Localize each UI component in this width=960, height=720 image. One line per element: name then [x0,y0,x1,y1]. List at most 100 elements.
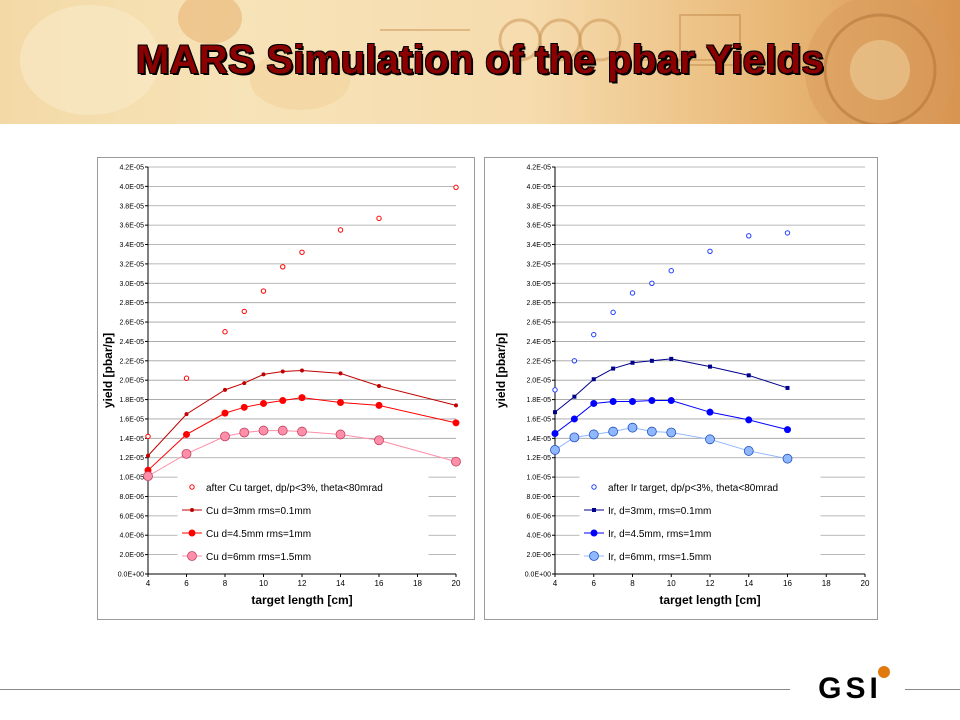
footer-divider [0,689,790,690]
data-point [222,329,228,335]
series-line [554,358,788,413]
legend-marker [187,551,197,561]
data-point [610,309,616,316]
data-point [746,233,752,239]
data-point [258,425,269,436]
data-point [260,399,267,407]
data-point [569,432,580,443]
y-tick-label: 4.0E-06 [526,533,551,540]
legend: after Ir target, dp/p<3%, theta<80mrad Ir… [579,475,821,569]
data-point [223,387,227,392]
data-point [590,399,598,407]
x-tick-label: 10 [259,579,268,588]
data-point [668,267,674,274]
y-tick-label: 3.6E-05 [526,223,551,230]
data-point [241,308,247,315]
y-tick-label: 1.6E-05 [119,416,144,423]
data-point [375,401,383,409]
y-tick-label: 1.6E-05 [526,416,551,423]
data-point [220,431,230,442]
data-point [451,456,461,467]
chart-ir-frame: 0.0E+00 2.0E-06 4.0E-06 6.0E-06 8.0E-06 1.0E-… [484,157,878,620]
data-point [570,415,578,423]
data-point [300,368,304,373]
data-point [240,403,248,411]
data-point [571,358,578,364]
x-tick-label: 10 [667,579,676,588]
data-point [611,366,616,371]
x-tick-label: 18 [413,579,422,588]
data-point [261,372,266,377]
data-point [784,426,791,434]
series-3 [550,422,793,464]
data-point [374,435,384,446]
data-point [648,397,656,405]
y-tick-label: 3.8E-05 [526,203,551,210]
x-tick-label: 18 [822,579,831,588]
series-3 [143,425,461,482]
legend-marker [188,529,196,537]
data-point [782,453,793,464]
data-point [280,264,286,270]
y-tick-label: 2.0E-05 [526,378,551,385]
y-tick-label: 2.6E-05 [526,320,551,327]
data-point [745,416,753,424]
data-point [551,429,559,437]
data-point [239,427,250,438]
legend-marker [592,508,596,512]
y-tick-label: 8.0E-06 [526,494,551,501]
series-1 [553,356,790,415]
data-point [297,426,307,437]
x-tick-label: 14 [336,579,345,588]
y-tick-label: 3.8E-05 [119,203,144,210]
x-axis-label: target length [cm] [659,593,760,607]
y-tick-label: 4.0E-06 [119,533,144,540]
y-tick-label: 8.0E-06 [119,494,144,501]
series-0 [552,230,791,393]
data-point [591,377,596,382]
y-tick-label: 2.2E-05 [119,358,144,365]
legend-box [579,475,821,569]
x-tick-label: 20 [861,579,870,588]
legend-marker [589,551,599,561]
data-point [743,446,754,456]
data-point [183,430,190,438]
footer-divider-right [905,689,960,690]
x-tick-label: 12 [298,579,307,588]
y-tick-label: 6.0E-06 [119,513,144,520]
data-point [629,398,636,406]
data-point [337,398,344,406]
data-point [669,356,674,361]
data-point [279,397,287,405]
y-tick-label: 2.0E-06 [119,552,144,559]
legend-label: after Cu target, dp/p<3%, theta<80mrad [206,483,383,494]
data-point [572,394,577,399]
y-tick-label: 4.2E-05 [119,165,144,172]
series-2 [551,397,791,437]
logo-dot-icon [878,666,890,678]
y-tick-label: 4.2E-05 [526,165,551,172]
data-point [143,471,153,482]
y-tick-label: 3.2E-05 [526,261,551,268]
data-point [591,331,597,338]
data-point [629,290,636,296]
data-point [707,248,713,255]
y-tick-label: 3.6E-05 [119,223,144,230]
x-tick-label: 12 [706,579,715,588]
x-tick-label: 6 [184,579,189,588]
data-point [183,375,190,381]
y-tick-label: 2.0E-06 [526,552,551,559]
series-0 [145,184,459,440]
logo-text: GSI [818,672,882,704]
data-point [184,412,189,417]
y-tick-label: 1.8E-05 [119,397,144,404]
data-point [708,364,712,369]
data-point [338,371,343,376]
series-line [554,427,788,460]
data-point [277,425,288,436]
y-tick-label: 3.4E-05 [119,242,144,249]
x-tick-label: 20 [452,579,461,588]
data-point [335,429,346,440]
data-point [221,409,229,417]
legend-label: Ir, d=4.5mm, rms=1mm [608,529,711,540]
